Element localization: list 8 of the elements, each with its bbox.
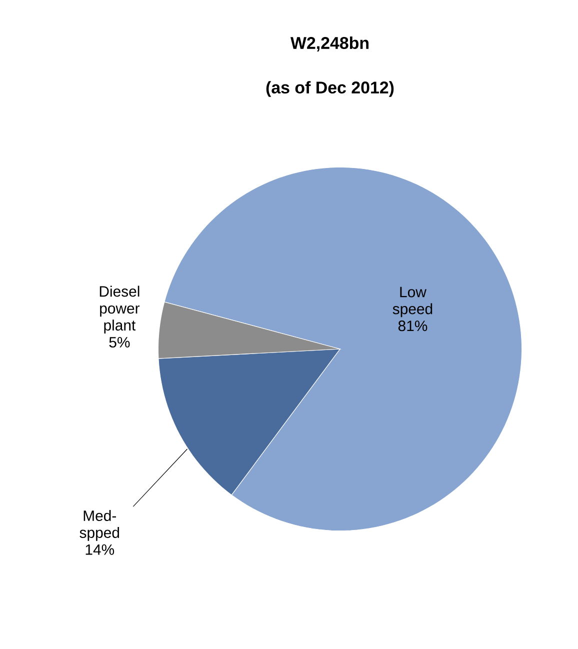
data-label: 81% <box>398 320 428 332</box>
slice-label: Diesel power plant <box>100 286 140 334</box>
data-label: 14% <box>86 544 114 555</box>
slice-label: Low speed <box>392 286 432 318</box>
data-label: 5% <box>109 337 130 348</box>
slice-label: Med-spped <box>80 510 120 541</box>
chart-title: W2,248bn <box>290 36 368 52</box>
chart-subtitle: (as of Dec 2012) <box>266 81 394 97</box>
